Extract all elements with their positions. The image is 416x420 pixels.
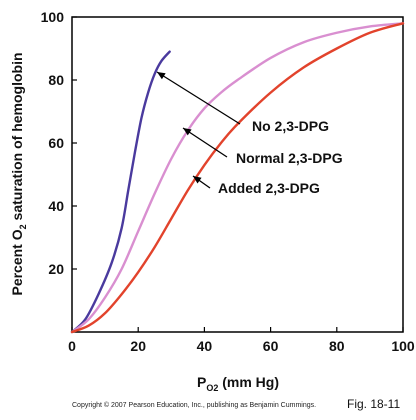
series-layer — [70, 22, 405, 334]
y-tick-label: 40 — [48, 198, 64, 214]
y-tick-label: 80 — [48, 72, 64, 88]
annotation-arrowhead — [183, 128, 192, 136]
annotation-arrowhead — [157, 72, 166, 80]
y-tick-label: 20 — [48, 261, 64, 277]
annotation-arrowhead — [193, 176, 202, 184]
annotation-leader-line — [182, 127, 228, 158]
figure-label: Fig. 18-11 — [347, 397, 401, 411]
series-label-3: Added 2,3-DPG — [218, 180, 320, 196]
series-label-1: No 2,3-DPG — [252, 118, 329, 134]
y-axis: 20 40 60 80 100 — [41, 9, 77, 277]
series-line-3 — [70, 22, 405, 334]
y-axis-title: Percent O2 saturation of hemoglobin — [9, 52, 28, 295]
plot-frame — [71, 16, 404, 333]
x-tick-label: 100 — [391, 338, 415, 354]
y-tick-label: 100 — [41, 9, 65, 25]
x-tick-label: 0 — [68, 338, 76, 354]
series-label-2: Normal 2,3-DPG — [236, 150, 343, 166]
x-axis-title: PO2 (mm Hg) — [197, 374, 279, 393]
x-axis: 0 20 40 60 80 100 — [68, 327, 415, 354]
copyright-text: Copyright © 2007 Pearson Education, Inc.… — [72, 402, 317, 409]
series-line-2 — [70, 22, 405, 334]
annotation-leader-line — [156, 71, 241, 125]
x-tick-label: 20 — [130, 338, 146, 354]
x-tick-label: 80 — [329, 338, 345, 354]
annotations: No 2,3-DPG Normal 2,3-DPG Added 2,3-DPG — [156, 71, 343, 196]
y-tick-label: 60 — [48, 135, 64, 151]
series-line-1 — [70, 50, 171, 334]
x-tick-label: 40 — [197, 338, 213, 354]
x-tick-label: 60 — [263, 338, 279, 354]
plot-area — [71, 16, 404, 333]
